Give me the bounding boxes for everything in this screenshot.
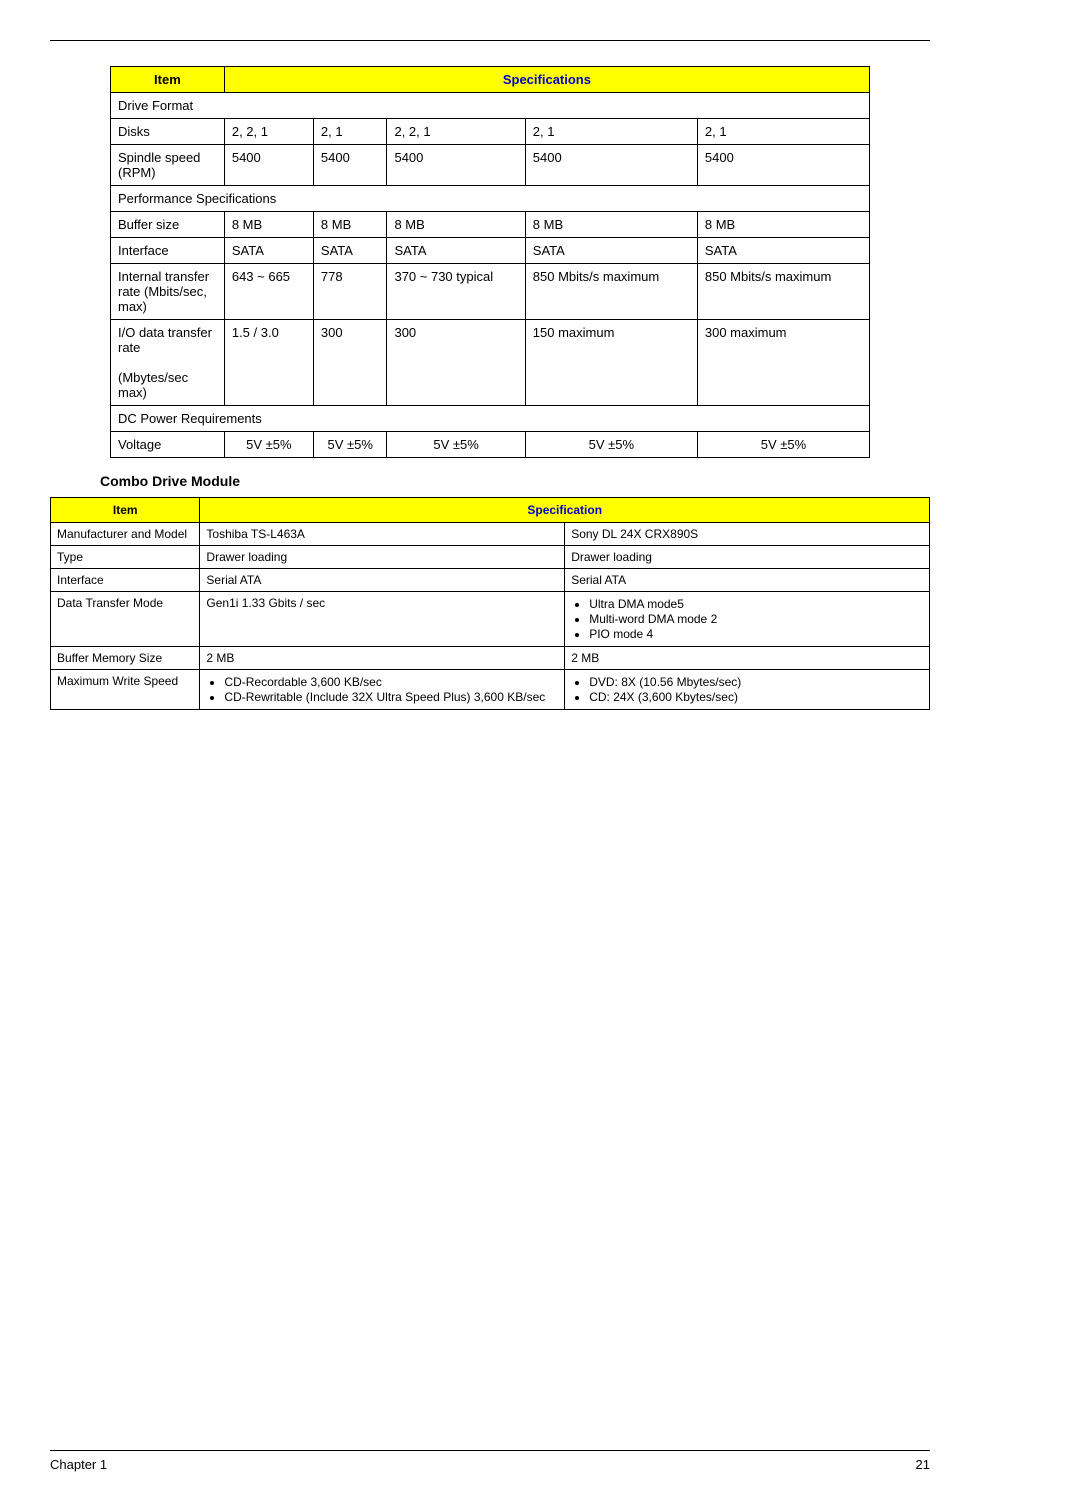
cell: 5V ±5% — [697, 432, 869, 458]
cell: 850 Mbits/s maximum — [697, 264, 869, 320]
cell: 2, 2, 1 — [387, 119, 525, 145]
cell: 5V ±5% — [387, 432, 525, 458]
cell: 778 — [313, 264, 387, 320]
row-label: Buffer Memory Size — [51, 647, 200, 670]
row-label: Spindle speed (RPM) — [111, 145, 225, 186]
cell: 150 maximum — [525, 320, 697, 406]
cell: 300 — [387, 320, 525, 406]
list-item: Ultra DMA mode5 — [589, 597, 923, 611]
row-label: Internal transfer rate (Mbits/sec, max) — [111, 264, 225, 320]
header-item: Item — [111, 67, 225, 93]
table-row: Buffer size 8 MB 8 MB 8 MB 8 MB 8 MB — [111, 212, 870, 238]
table-row: Spindle speed (RPM) 5400 5400 5400 5400 … — [111, 145, 870, 186]
table-row: Manufacturer and Model Toshiba TS-L463A … — [51, 523, 930, 546]
header-item: Item — [51, 498, 200, 523]
row-label: Voltage — [111, 432, 225, 458]
list-item: CD-Rewritable (Include 32X Ultra Speed P… — [224, 690, 558, 704]
table-row: Internal transfer rate (Mbits/sec, max) … — [111, 264, 870, 320]
cell: 5400 — [313, 145, 387, 186]
combo-drive-table: Item Specification Manufacturer and Mode… — [50, 497, 930, 710]
cell: SATA — [387, 238, 525, 264]
section-drive-format: Drive Format — [111, 93, 870, 119]
row-label: Disks — [111, 119, 225, 145]
cell: 300 maximum — [697, 320, 869, 406]
table-row: Data Transfer Mode Gen1i 1.33 Gbits / se… — [51, 592, 930, 647]
table-row: Voltage 5V ±5% 5V ±5% 5V ±5% 5V ±5% 5V ±… — [111, 432, 870, 458]
cell: 5400 — [525, 145, 697, 186]
cell: 8 MB — [224, 212, 313, 238]
combo-drive-title: Combo Drive Module — [100, 473, 930, 489]
cell: 370 ~ 730 typical — [387, 264, 525, 320]
cell: 5400 — [387, 145, 525, 186]
cell: 643 ~ 665 — [224, 264, 313, 320]
cell: 8 MB — [313, 212, 387, 238]
row-label: Interface — [51, 569, 200, 592]
cell: 2, 1 — [697, 119, 869, 145]
cell: 850 Mbits/s maximum — [525, 264, 697, 320]
section-performance: Performance Specifications — [111, 186, 870, 212]
row-label: I/O data transfer rate(Mbytes/sec max) — [111, 320, 225, 406]
row-label: Buffer size — [111, 212, 225, 238]
cell: Serial ATA — [200, 569, 565, 592]
table-row: Type Drawer loading Drawer loading — [51, 546, 930, 569]
cell: Gen1i 1.33 Gbits / sec — [200, 592, 565, 647]
table-row: Maximum Write Speed CD-Recordable 3,600 … — [51, 670, 930, 710]
table-row: Buffer Memory Size 2 MB 2 MB — [51, 647, 930, 670]
row-label: Data Transfer Mode — [51, 592, 200, 647]
specifications-table: Item Specifications Drive Format Disks 2… — [110, 66, 870, 458]
list-item: DVD: 8X (10.56 Mbytes/sec) — [589, 675, 923, 689]
cell: Sony DL 24X CRX890S — [565, 523, 930, 546]
cell: SATA — [224, 238, 313, 264]
cell: 5V ±5% — [313, 432, 387, 458]
header-specification: Specification — [200, 498, 930, 523]
row-label: Type — [51, 546, 200, 569]
table-row: Interface Serial ATA Serial ATA — [51, 569, 930, 592]
cell: 5400 — [697, 145, 869, 186]
cell: 2 MB — [565, 647, 930, 670]
cell: 2, 2, 1 — [224, 119, 313, 145]
cell: Drawer loading — [200, 546, 565, 569]
cell: 1.5 / 3.0 — [224, 320, 313, 406]
cell: Toshiba TS-L463A — [200, 523, 565, 546]
page-footer: Chapter 1 21 — [50, 1444, 930, 1473]
cell: Serial ATA — [565, 569, 930, 592]
row-label: Manufacturer and Model — [51, 523, 200, 546]
cell: 8 MB — [387, 212, 525, 238]
cell: 8 MB — [697, 212, 869, 238]
cell: 2, 1 — [313, 119, 387, 145]
cell: CD-Recordable 3,600 KB/sec CD-Rewritable… — [200, 670, 565, 710]
list-item: Multi-word DMA mode 2 — [589, 612, 923, 626]
cell: Drawer loading — [565, 546, 930, 569]
list-item: PIO mode 4 — [589, 627, 923, 641]
row-label: Interface — [111, 238, 225, 264]
cell: SATA — [697, 238, 869, 264]
cell: 5V ±5% — [525, 432, 697, 458]
cell: 5V ±5% — [224, 432, 313, 458]
table-row: Disks 2, 2, 1 2, 1 2, 2, 1 2, 1 2, 1 — [111, 119, 870, 145]
table-row: Interface SATA SATA SATA SATA SATA — [111, 238, 870, 264]
cell: 8 MB — [525, 212, 697, 238]
row-label: Maximum Write Speed — [51, 670, 200, 710]
list-item: CD: 24X (3,600 Kbytes/sec) — [589, 690, 923, 704]
cell: 300 — [313, 320, 387, 406]
cell: SATA — [313, 238, 387, 264]
cell: DVD: 8X (10.56 Mbytes/sec) CD: 24X (3,60… — [565, 670, 930, 710]
cell: 2 MB — [200, 647, 565, 670]
cell: 2, 1 — [525, 119, 697, 145]
list-item: CD-Recordable 3,600 KB/sec — [224, 675, 558, 689]
footer-chapter: Chapter 1 — [50, 1457, 107, 1472]
header-specifications: Specifications — [224, 67, 869, 93]
cell: 5400 — [224, 145, 313, 186]
footer-page-number: 21 — [916, 1457, 930, 1472]
cell: Ultra DMA mode5 Multi-word DMA mode 2 PI… — [565, 592, 930, 647]
cell: SATA — [525, 238, 697, 264]
section-dc-power: DC Power Requirements — [111, 406, 870, 432]
table-row: I/O data transfer rate(Mbytes/sec max) 1… — [111, 320, 870, 406]
